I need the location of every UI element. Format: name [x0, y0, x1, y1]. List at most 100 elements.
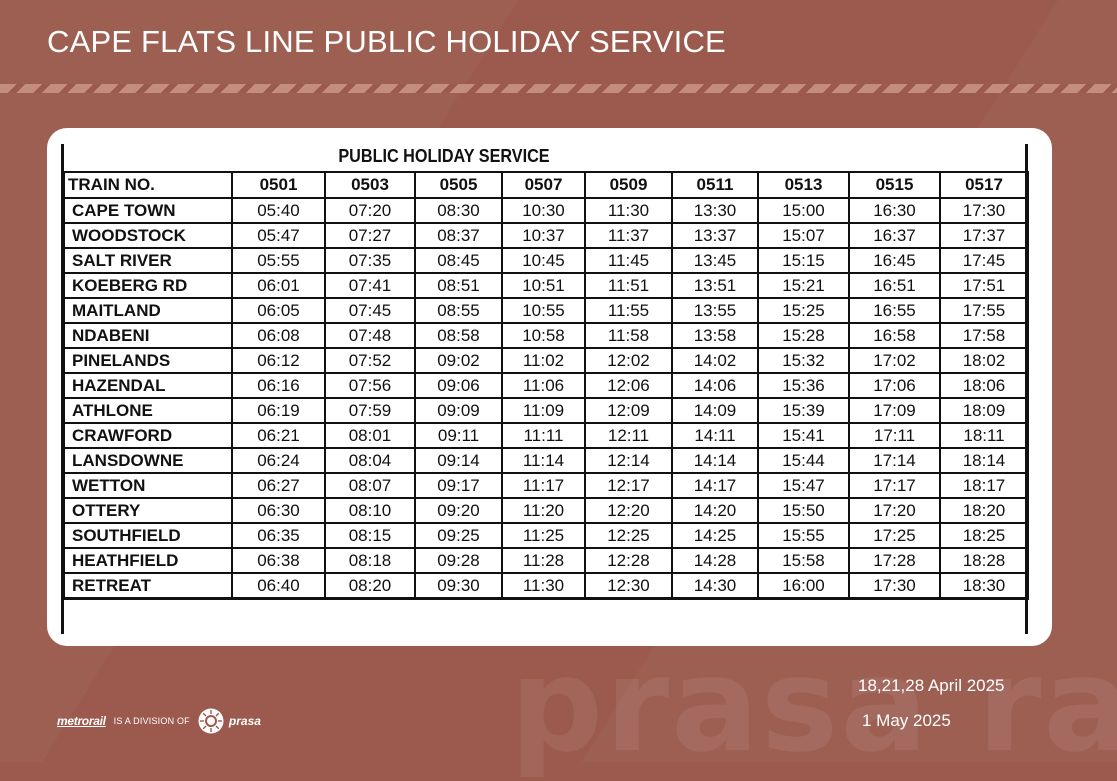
departure-time-cell: 14:17	[671, 472, 759, 499]
departure-time-cell: 11:30	[501, 572, 586, 600]
table-row: HAZENDAL 06:16 07:56 09:06 11:06 12:06 14:06 15…	[63, 372, 1029, 399]
table-row: ATHLONE 06:19 07:59 09:09 11:09 12:09 14:09 15:…	[63, 397, 1029, 424]
departure-time-cell: 16:37	[848, 222, 941, 249]
departure-time-cell: 08:20	[324, 572, 416, 600]
departure-time-cell: 06:01	[231, 272, 326, 299]
departure-time-cell: 13:37	[671, 222, 759, 249]
departure-time-cell: 17:17	[848, 472, 941, 499]
departure-time-cell: 16:51	[848, 272, 941, 299]
departure-time-cell: 07:56	[324, 372, 416, 399]
station-name: CRAWFORD	[63, 422, 233, 449]
departure-time-cell: 16:00	[757, 572, 850, 600]
departure-time-cell: 14:28	[671, 547, 759, 574]
departure-time-cell: 11:51	[584, 272, 673, 299]
train-number-header: 0515	[848, 171, 941, 199]
station-name: HAZENDAL	[63, 372, 233, 399]
station-name: CAPE TOWN	[63, 197, 233, 224]
departure-time-cell: 13:55	[671, 297, 759, 324]
departure-time-cell: 16:58	[848, 322, 941, 349]
departure-time-cell: 10:58	[501, 322, 586, 349]
timetable-body: CAPE TOWN 05:40 07:20 08:30 10:30 11:30 13:30 1…	[63, 197, 1029, 600]
departure-time-cell: 08:10	[324, 497, 416, 524]
table-row: NDABENI 06:08 07:48 08:58 10:58 11:58 13:58 15:…	[63, 322, 1029, 349]
departure-time-cell: 11:20	[501, 497, 586, 524]
departure-time-cell: 11:02	[501, 347, 586, 374]
departure-time-cell: 11:17	[501, 472, 586, 499]
departure-time-cell: 06:35	[231, 522, 326, 549]
departure-time-cell: 11:58	[584, 322, 673, 349]
departure-time-cell: 18:14	[939, 447, 1029, 474]
departure-time-cell: 11:55	[584, 297, 673, 324]
train-number-header: 0503	[324, 171, 416, 199]
departure-time-cell: 18:30	[939, 572, 1029, 600]
departure-time-cell: 18:09	[939, 397, 1029, 424]
departure-time-cell: 15:41	[757, 422, 850, 449]
departure-time-cell: 18:28	[939, 547, 1029, 574]
timetable-card: PUBLIC HOLIDAY SERVICE TRAIN NO. 0501 05…	[47, 128, 1052, 646]
departure-time-cell: 09:30	[414, 572, 503, 600]
service-date-line-2: 1 May 2025	[862, 711, 951, 730]
departure-time-cell: 14:02	[671, 347, 759, 374]
table-row: CRAWFORD 06:21 08:01 09:11 11:11 12:11 14:11 15…	[63, 422, 1029, 449]
header-row: TRAIN NO. 0501 0503 0505 0507 0509 0511 …	[63, 171, 1029, 199]
prasa-logo: prasa	[228, 714, 261, 728]
station-name: LANSDOWNE	[63, 447, 233, 474]
station-name: HEATHFIELD	[63, 547, 233, 574]
departure-time-cell: 12:06	[584, 372, 673, 399]
departure-time-cell: 12:11	[584, 422, 673, 449]
departure-time-cell: 11:14	[501, 447, 586, 474]
departure-time-cell: 17:02	[848, 347, 941, 374]
station-name: PINELANDS	[63, 347, 233, 374]
departure-time-cell: 08:51	[414, 272, 503, 299]
departure-time-cell: 08:45	[414, 247, 503, 274]
departure-time-cell: 12:30	[584, 572, 673, 600]
departure-time-cell: 11:30	[584, 197, 673, 224]
departure-time-cell: 17:58	[939, 322, 1029, 349]
departure-time-cell: 17:37	[939, 222, 1029, 249]
station-name: KOEBERG RD	[63, 272, 233, 299]
train-number-header: 0501	[231, 171, 326, 199]
departure-time-cell: 16:55	[848, 297, 941, 324]
table-row: RETREAT 06:40 08:20 09:30 11:30 12:30 14:30 16:…	[63, 572, 1029, 600]
departure-time-cell: 09:06	[414, 372, 503, 399]
departure-time-cell: 15:07	[757, 222, 850, 249]
departure-time-cell: 12:20	[584, 497, 673, 524]
decorative-stripe-band	[0, 84, 1117, 93]
train-number-header: 0509	[584, 171, 673, 199]
table-row: SALT RIVER 05:55 07:35 08:45 10:45 11:45 13:45…	[63, 247, 1029, 274]
metrorail-logo: metrorail	[57, 714, 106, 728]
departure-time-cell: 17:55	[939, 297, 1029, 324]
table-row: CAPE TOWN 05:40 07:20 08:30 10:30 11:30 13:30 1…	[63, 197, 1029, 224]
table-row: LANSDOWNE 06:24 08:04 09:14 11:14 12:14 14:14 1…	[63, 447, 1029, 474]
departure-time-cell: 05:40	[231, 197, 326, 224]
service-date-line-1: 18,21,28 April 2025	[858, 676, 1005, 695]
departure-time-cell: 12:14	[584, 447, 673, 474]
table-row: SOUTHFIELD 06:35 08:15 09:25 11:25 12:25 14:25…	[63, 522, 1029, 549]
departure-time-cell: 10:30	[501, 197, 586, 224]
departure-time-cell: 17:25	[848, 522, 941, 549]
departure-time-cell: 17:06	[848, 372, 941, 399]
departure-time-cell: 06:30	[231, 497, 326, 524]
departure-time-cell: 06:40	[231, 572, 326, 600]
service-dates: 18,21,28 April 2025 1 May 2025	[858, 676, 1005, 731]
departure-time-cell: 08:07	[324, 472, 416, 499]
footer-branding: metrorail IS A DIVISION OF prasa	[57, 707, 261, 735]
station-name: SOUTHFIELD	[63, 522, 233, 549]
station-name: RETREAT	[63, 572, 233, 600]
departure-time-cell: 08:58	[414, 322, 503, 349]
timetable: TRAIN NO. 0501 0503 0505 0507 0509 0511 …	[63, 171, 1029, 600]
departure-time-cell: 08:37	[414, 222, 503, 249]
departure-time-cell: 08:18	[324, 547, 416, 574]
departure-time-cell: 07:41	[324, 272, 416, 299]
departure-time-cell: 16:45	[848, 247, 941, 274]
table-row: MAITLAND 06:05 07:45 08:55 10:55 11:55 13:55 15…	[63, 297, 1029, 324]
departure-time-cell: 07:59	[324, 397, 416, 424]
departure-time-cell: 15:47	[757, 472, 850, 499]
departure-time-cell: 08:30	[414, 197, 503, 224]
departure-time-cell: 14:14	[671, 447, 759, 474]
departure-time-cell: 17:14	[848, 447, 941, 474]
departure-time-cell: 15:21	[757, 272, 850, 299]
departure-time-cell: 06:16	[231, 372, 326, 399]
departure-time-cell: 13:30	[671, 197, 759, 224]
departure-time-cell: 07:35	[324, 247, 416, 274]
